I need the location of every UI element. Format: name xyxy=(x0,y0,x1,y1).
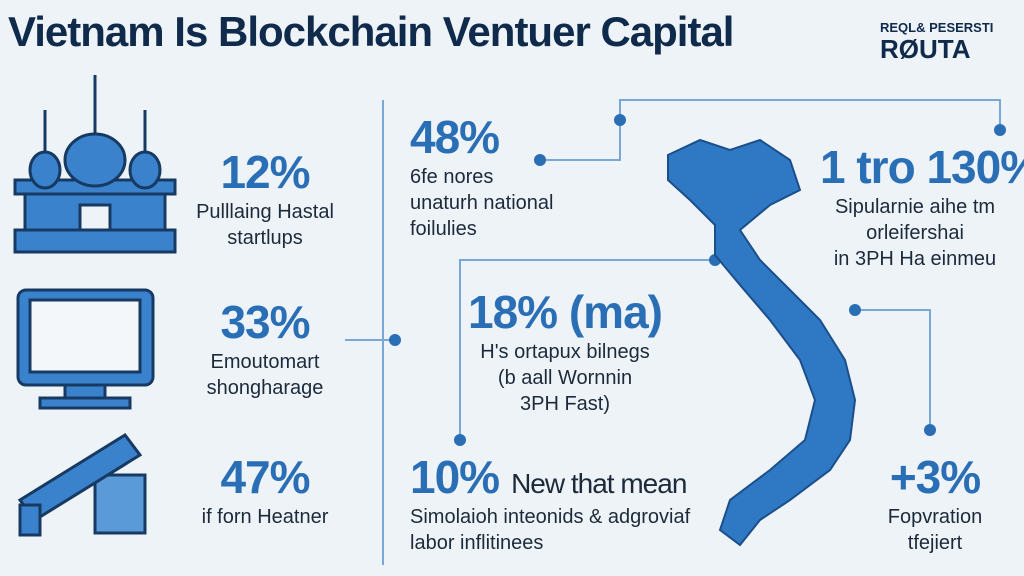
stat-heading: 1 tro 130% xyxy=(820,140,1024,194)
dot xyxy=(534,154,546,166)
stat-text: if forn Heatner xyxy=(201,506,329,528)
stat-value: 18% (ma) xyxy=(468,286,663,338)
stat-block: 33% Emoutomart shongharage xyxy=(190,295,340,401)
stat-value: 1 tro 130% xyxy=(820,141,1024,193)
stat-text: Sipularnie aihe tm xyxy=(834,196,996,218)
stat-text: 3PH Fast) xyxy=(519,393,611,415)
stat-value: 47% xyxy=(220,451,310,503)
stat-heading: 47% xyxy=(180,450,350,504)
stat-block: 47% if forn Heatner xyxy=(180,450,350,530)
vietnam-map xyxy=(667,138,857,547)
dot xyxy=(849,304,861,316)
stat-text: labor inflitinees xyxy=(410,532,544,554)
stat-text: in 3PH Ha einmeu xyxy=(833,248,997,270)
logo-bottom: RØUTA xyxy=(880,34,971,64)
stat-block: 1 tro 130% Sipularnie aihe tm orleifershai… xyxy=(820,140,1024,272)
stat-text: orleifershai xyxy=(866,222,964,244)
stat-text: tfejiert xyxy=(907,532,963,554)
stat-heading: 10% New that mean xyxy=(410,450,730,504)
temple-icon xyxy=(13,75,177,254)
stat-heading: 33% xyxy=(190,295,340,349)
stat-text: Pulllaing Hastal xyxy=(196,201,334,223)
stat-text: (b aall Wornnin xyxy=(497,367,633,389)
stat-text: Simolaioh inteonids & adgroviaf xyxy=(410,506,691,528)
stat-text: Emoutomart xyxy=(210,351,320,373)
connector xyxy=(855,309,931,430)
stat-text: startlups xyxy=(227,227,303,249)
dot xyxy=(389,334,401,346)
monitor-icon xyxy=(16,288,155,410)
stat-heading: 48% xyxy=(410,110,630,164)
dot xyxy=(994,124,1006,136)
stat-block: 18% (ma) H's ortapux bilnegs (b aall Wornn… xyxy=(450,285,680,417)
title: Vietnam Is Blockchain Ventuer Capital xyxy=(8,8,734,55)
stat-heading: 12% xyxy=(190,145,340,199)
stat-text: Fopvration xyxy=(887,506,983,528)
stat-value: +3% xyxy=(889,451,981,503)
stat-block: +3% Fopvration tfejiert xyxy=(860,450,1010,556)
connector xyxy=(540,99,1001,161)
stat-text: 6fe nores xyxy=(410,166,494,188)
stat-heading: +3% xyxy=(860,450,1010,504)
stat-value: 33% xyxy=(220,296,310,348)
dot xyxy=(454,434,466,446)
stat-label: New that mean xyxy=(511,468,687,499)
stat-value: 12% xyxy=(220,146,310,198)
stat-block: 12% Pulllaing Hastal startlups xyxy=(190,145,340,251)
stat-value: 10% xyxy=(410,451,500,503)
dot xyxy=(614,114,626,126)
stat-text: foilulies xyxy=(410,218,477,240)
dot xyxy=(924,424,936,436)
stat-text: shongharage xyxy=(206,377,324,399)
logo-top: REQL& PESERSTI xyxy=(880,20,994,35)
hammer-icon xyxy=(17,433,147,537)
stat-block: 10% New that mean Simolaioh inteonids & ad… xyxy=(410,450,730,556)
stat-value: 48% xyxy=(410,111,500,163)
stat-heading: 18% (ma) xyxy=(450,285,680,339)
stat-text: unaturh national xyxy=(410,192,554,214)
connector xyxy=(459,259,715,440)
stat-text: H's ortapux bilnegs xyxy=(480,341,650,363)
stat-block: 48% 6fe nores unaturh national foilulies xyxy=(410,110,630,242)
